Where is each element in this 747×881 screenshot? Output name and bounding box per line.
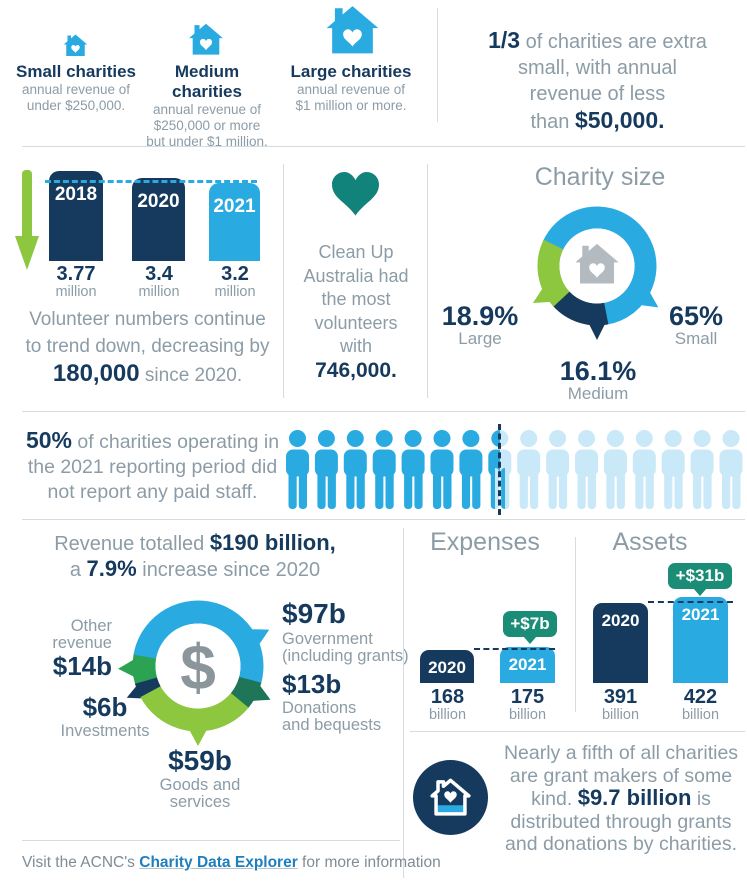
person-icon [401, 430, 425, 509]
volunteer-value-2021: 3.2 million [214, 263, 256, 300]
person-icon [517, 430, 541, 509]
label-other-revenue: Other revenue [52, 617, 112, 652]
expenses-bar-2021: 2021 [500, 647, 555, 683]
footer-text-pre: Visit the ACNC's [22, 854, 140, 871]
gray-house-icon [575, 243, 619, 284]
divider [575, 537, 576, 712]
grant-house-icon [413, 760, 488, 835]
large-house-icon [326, 6, 379, 54]
person-icon [314, 430, 338, 509]
person-icon [459, 430, 483, 509]
legend-large-title: Large charities [290, 62, 412, 81]
volunteer-value-2020: 3.4 million [138, 263, 180, 300]
legend-small-desc: annual revenue of under $250,000. [21, 82, 131, 113]
assets-delta-badge: +$31b [668, 563, 732, 596]
legend-medium-desc: annual revenue of $250,000 or more but u… [146, 102, 268, 149]
cleanup-text: Clean Up Australia had the most voluntee… [303, 242, 409, 382]
benchmark-dashed-line [45, 180, 257, 183]
volunteer-caption: Volunteer numbers continue to trend down… [25, 309, 270, 387]
amount-investments: $6b [82, 692, 128, 722]
small-house-icon [63, 34, 88, 56]
assets-bar-2021: 2021 [673, 597, 728, 683]
label-government: Government (including grants) [282, 630, 409, 665]
volunteer-bar-2020: 2020 [132, 178, 185, 261]
paid-staff-text: 50% of charities operating in the 2021 r… [25, 427, 280, 504]
amount-donations: $13b [282, 669, 342, 699]
amount-government: $97b [282, 598, 346, 629]
volunteer-bar-2018: 2018 [49, 171, 103, 261]
label-investments: Investments [60, 722, 150, 740]
expenses-value-2020: 168 billion [428, 686, 467, 723]
revenue-heading: Revenue totalled $190 billion, a 7.9% in… [54, 530, 336, 581]
expenses-dashed-line [474, 648, 555, 650]
grant-makers-text: Nearly a fifth of all charities are gran… [503, 742, 739, 855]
legend-small-title: Small charities [15, 62, 136, 81]
volunteer-bar-2021: 2021 [209, 183, 260, 261]
legend-medium-title: Medium charities [172, 62, 242, 101]
footer: Visit the ACNC's Charity Data Explorer f… [22, 854, 441, 872]
person-icon [343, 430, 367, 509]
medium-house-icon [189, 23, 223, 55]
person-icon [632, 430, 656, 509]
assets-title: Assets [612, 528, 688, 556]
label-goods: Goods and services [159, 776, 241, 811]
person-icon [661, 430, 685, 509]
label-large: 18.9% Large [441, 301, 519, 348]
revenue-donut-chart: $ [118, 600, 271, 746]
divider [22, 519, 745, 520]
assets-bar-2020: 2020 [593, 603, 648, 683]
charity-size-title: Charity size [534, 163, 666, 191]
charity-data-explorer-link[interactable]: Charity Data Explorer [139, 854, 298, 871]
expenses-value-2021: 175 billion [508, 686, 547, 723]
person-icon [286, 430, 309, 509]
divider [437, 8, 438, 122]
legend-small: Small charities annual revenue of under … [8, 62, 144, 114]
divider [403, 528, 404, 878]
fifty-percent-dashed-line [498, 424, 501, 515]
person-icon [430, 430, 454, 509]
assets-dashed-line [648, 601, 733, 603]
heart-icon [332, 172, 379, 216]
person-icon [719, 430, 743, 509]
footer-text-post: for more information [297, 854, 441, 871]
person-icon [575, 430, 598, 509]
divider [283, 164, 284, 398]
legend-large: Large charities annual revenue of $1 mil… [283, 62, 419, 114]
divider [427, 164, 428, 398]
label-small: 65% Small [668, 301, 724, 348]
expenses-title: Expenses [430, 528, 540, 556]
staff-pictogram [286, 430, 743, 509]
person-icon [546, 430, 570, 509]
divider [22, 411, 745, 412]
assets-value-2020: 391 billion [601, 686, 640, 723]
charity-size-donut-chart [532, 206, 659, 340]
expenses-bar-2020: 2020 [420, 650, 474, 683]
amount-other: $14b [52, 651, 112, 681]
divider [22, 146, 745, 147]
label-donations: Donations and bequests [282, 699, 382, 734]
legend-large-desc: annual revenue of $1 million or more. [295, 82, 407, 113]
divider [22, 840, 400, 841]
extra-small-fact: 1/3 of charities are extra small, with a… [488, 27, 707, 133]
person-icon [690, 430, 714, 509]
assets-value-2021: 422 billion [681, 686, 720, 723]
divider [410, 731, 745, 732]
dollar-icon: $ [180, 631, 216, 703]
person-icon [603, 430, 627, 509]
volunteer-value-2018: 3.77 million [55, 263, 97, 300]
down-arrow-icon [15, 170, 39, 270]
person-icon [372, 430, 396, 509]
expenses-delta-badge: +$7b [503, 611, 557, 644]
label-medium: 16.1% Medium [559, 356, 637, 403]
amount-goods: $59b [168, 745, 232, 776]
legend-medium: Medium charities annual revenue of $250,… [139, 62, 275, 150]
